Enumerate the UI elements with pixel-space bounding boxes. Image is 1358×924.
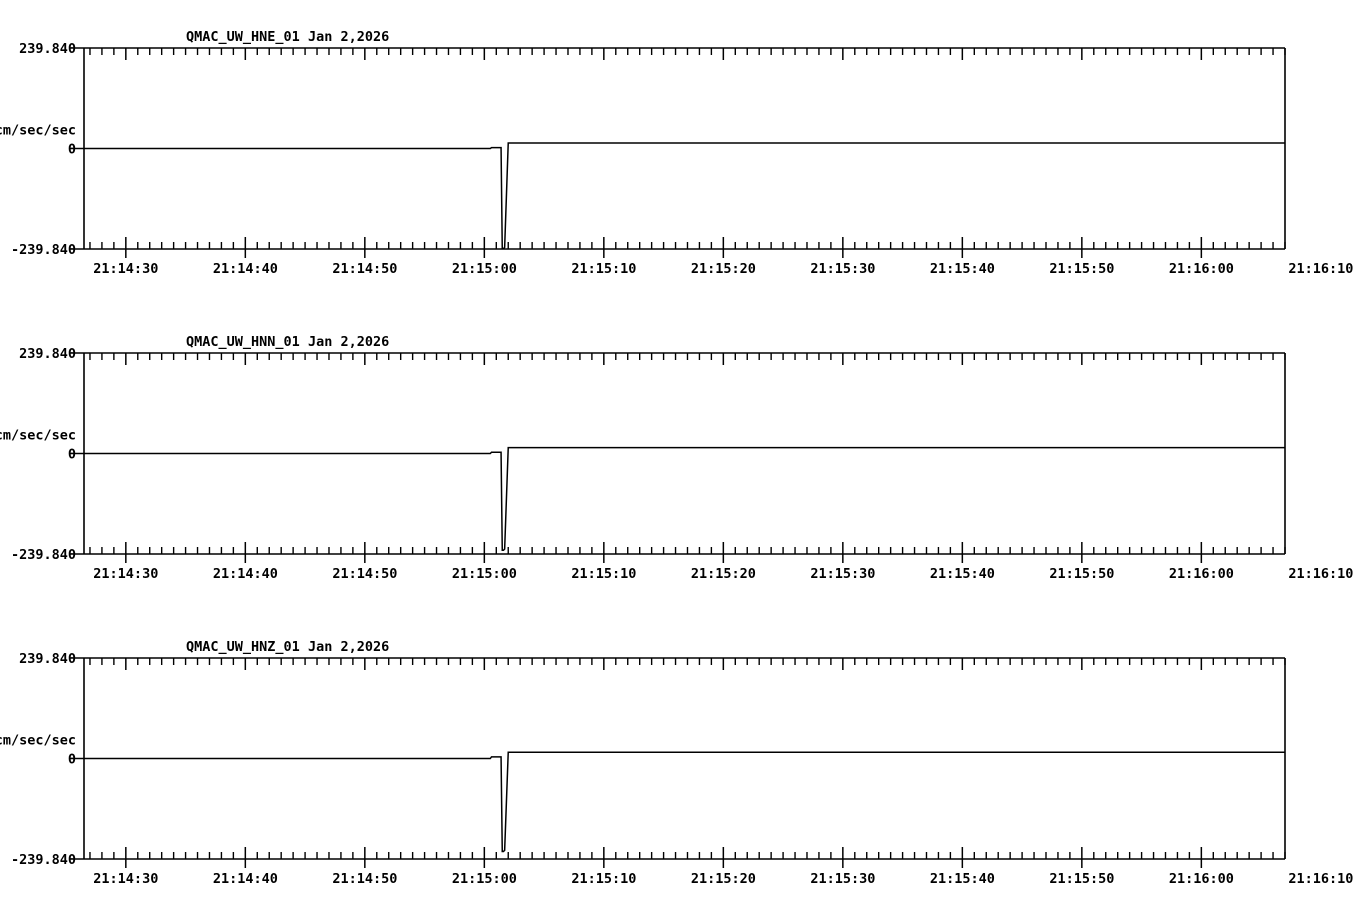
x-tick-label: 21:15:50 — [1049, 261, 1114, 277]
x-tick-label: 21:15:00 — [452, 566, 517, 582]
x-tick-label: 21:14:50 — [332, 261, 397, 277]
waveform-panel-hnz: QMAC_UW_HNZ_01 Jan 2,2026 239.840 cm/sec/se… — [0, 610, 1358, 900]
panel-canvas: QMAC_UW_HNE_01 Jan 2,2026 239.840 cm/sec/se… — [0, 29, 1353, 277]
x-tick-label: 21:15:00 — [452, 871, 517, 887]
x-axis-labels: 21:14:30 21:14:40 21:14:50 21:15:00 21:15:10… — [93, 261, 1353, 277]
x-tick-label: 21:15:10 — [571, 261, 636, 277]
y-axis-min-label: -239.840 — [11, 547, 76, 563]
x-axis-ticks — [89, 658, 1286, 868]
y-axis-zero-label: 0 — [68, 447, 76, 463]
x-tick-label: 21:15:10 — [571, 566, 636, 582]
y-axis-unit-label: cm/sec/sec — [0, 428, 76, 444]
y-axis-max-label: 239.840 — [19, 346, 76, 362]
x-tick-label: 21:15:00 — [452, 261, 517, 277]
x-tick-label: 21:16:00 — [1169, 566, 1234, 582]
waveform-trace — [84, 142, 1285, 250]
y-axis-min-label: -239.840 — [11, 852, 76, 868]
x-tick-label: 21:15:20 — [691, 871, 756, 887]
waveform-trace — [84, 751, 1285, 853]
x-tick-label: 21:15:50 — [1049, 871, 1114, 887]
x-axis-ticks — [89, 353, 1286, 563]
panel-date: Jan 2,2026 — [308, 29, 389, 45]
panel-title: QMAC_UW_HNZ_01 — [186, 639, 300, 655]
x-tick-label: 21:14:40 — [213, 261, 278, 277]
x-tick-label: 21:14:30 — [93, 566, 158, 582]
panel-canvas: QMAC_UW_HNZ_01 Jan 2,2026 239.840 cm/sec/se… — [0, 639, 1353, 887]
x-tick-label: 21:15:10 — [571, 871, 636, 887]
x-tick-label: 21:14:40 — [213, 871, 278, 887]
y-axis-ticks — [70, 657, 84, 860]
y-axis-unit-label: cm/sec/sec — [0, 733, 76, 749]
x-tick-label: 21:16:00 — [1169, 261, 1234, 277]
x-tick-label: 21:15:20 — [691, 261, 756, 277]
y-axis-max-label: 239.840 — [19, 651, 76, 667]
y-axis-unit-label: cm/sec/sec — [0, 123, 76, 139]
y-axis-zero-label: 0 — [68, 752, 76, 768]
x-tick-label: 21:15:30 — [810, 261, 875, 277]
x-tick-label: 21:15:40 — [930, 261, 995, 277]
x-tick-label: 21:15:30 — [810, 871, 875, 887]
x-tick-label: 21:15:30 — [810, 566, 875, 582]
x-tick-label: 21:15:40 — [930, 566, 995, 582]
y-axis-zero-label: 0 — [68, 142, 76, 158]
x-tick-label: 21:15:20 — [691, 566, 756, 582]
panel-title: QMAC_UW_HNE_01 — [186, 29, 300, 45]
x-tick-label: 21:16:10 — [1288, 871, 1353, 887]
panel-date: Jan 2,2026 — [308, 334, 389, 350]
y-axis-min-label: -239.840 — [11, 242, 76, 258]
x-axis-ticks — [89, 48, 1286, 258]
panel-canvas: QMAC_UW_HNN_01 Jan 2,2026 239.840 cm/sec/se… — [0, 334, 1353, 582]
x-axis-labels: 21:14:30 21:14:40 21:14:50 21:15:00 21:15:10… — [93, 566, 1353, 582]
x-tick-label: 21:16:10 — [1288, 566, 1353, 582]
panel-date: Jan 2,2026 — [308, 639, 389, 655]
y-axis-max-label: 239.840 — [19, 41, 76, 57]
x-tick-label: 21:14:40 — [213, 566, 278, 582]
y-axis-ticks — [70, 47, 84, 250]
x-tick-label: 21:16:10 — [1288, 261, 1353, 277]
x-tick-label: 21:14:50 — [332, 566, 397, 582]
x-tick-label: 21:14:30 — [93, 871, 158, 887]
x-tick-label: 21:16:00 — [1169, 871, 1234, 887]
waveform-trace — [84, 446, 1285, 552]
x-tick-label: 21:15:50 — [1049, 566, 1114, 582]
waveform-panel-hne: QMAC_UW_HNE_01 Jan 2,2026 239.840 cm/sec/se… — [0, 0, 1358, 290]
x-tick-label: 21:15:40 — [930, 871, 995, 887]
x-axis-labels: 21:14:30 21:14:40 21:14:50 21:15:00 21:15:10… — [93, 871, 1353, 887]
x-tick-label: 21:14:30 — [93, 261, 158, 277]
waveform-panel-hnn: QMAC_UW_HNN_01 Jan 2,2026 239.840 cm/sec/se… — [0, 305, 1358, 595]
y-axis-ticks — [70, 352, 84, 555]
x-tick-label: 21:14:50 — [332, 871, 397, 887]
panel-title: QMAC_UW_HNN_01 — [186, 334, 300, 350]
